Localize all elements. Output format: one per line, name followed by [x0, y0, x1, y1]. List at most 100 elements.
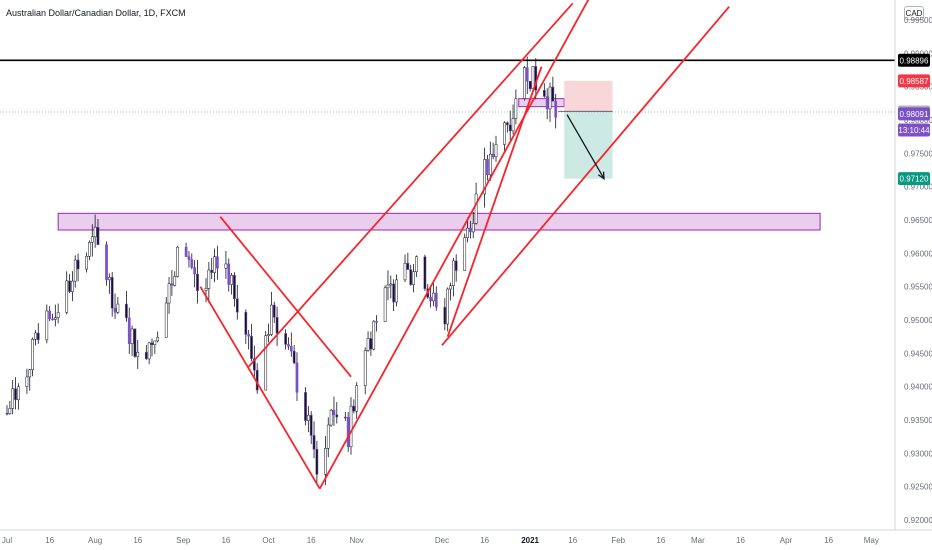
x-tick-label: 16	[736, 536, 745, 545]
candle	[25, 376, 29, 387]
trend-line[interactable]	[318, 0, 596, 490]
price-badge	[898, 172, 930, 186]
candle	[454, 260, 458, 271]
candle	[443, 306, 447, 325]
candle	[90, 236, 94, 243]
candle	[466, 227, 469, 238]
candle	[85, 256, 88, 270]
candle	[366, 338, 370, 351]
candle	[5, 413, 9, 415]
candle	[383, 287, 387, 322]
candle	[324, 448, 327, 475]
candle	[369, 338, 373, 350]
support-zone[interactable]	[57, 212, 821, 231]
candle	[34, 332, 37, 340]
candle	[474, 193, 478, 224]
candle	[355, 385, 359, 412]
candle	[363, 350, 367, 386]
candle	[523, 67, 526, 99]
x-tick-label: 2021	[521, 536, 539, 545]
x-tick-label: Oct	[262, 536, 275, 545]
candle	[326, 424, 330, 449]
candle	[346, 416, 350, 448]
candle	[267, 334, 270, 336]
candle	[73, 259, 77, 282]
candle	[11, 388, 15, 409]
candle	[227, 263, 231, 285]
y-tick-label: 0.92000	[904, 516, 932, 525]
trend-line[interactable]	[441, 6, 730, 346]
trend-line[interactable]	[219, 216, 352, 378]
x-tick-label: 16	[568, 536, 577, 545]
price-badge	[898, 123, 930, 137]
candle	[230, 274, 233, 285]
candle	[130, 328, 134, 344]
target-arrow[interactable]	[566, 114, 605, 179]
candle	[224, 263, 228, 269]
candle	[164, 302, 168, 338]
x-tick-label: Jul	[2, 536, 12, 545]
chart-title: Australian Dollar/Canadian Dollar, 1D, F…	[6, 8, 186, 18]
candle	[56, 312, 60, 318]
candle	[150, 342, 154, 346]
candle	[486, 159, 489, 176]
x-tick-label: Dec	[435, 536, 449, 545]
currency-badge[interactable]: CAD	[904, 6, 924, 20]
trend-line[interactable]	[446, 66, 543, 337]
candle	[531, 66, 535, 90]
candle	[51, 318, 54, 321]
candle	[252, 358, 256, 371]
price-badge	[898, 53, 930, 67]
candle	[488, 154, 492, 176]
candle	[511, 118, 515, 132]
candle	[514, 98, 518, 119]
price-badge	[898, 107, 930, 121]
candle	[105, 244, 108, 281]
stop-loss-zone[interactable]	[564, 80, 613, 112]
candle	[167, 283, 171, 304]
trend-line[interactable]	[247, 2, 574, 368]
candles-layer	[5, 56, 558, 486]
y-tick-label: 0.94500	[904, 349, 932, 358]
x-tick-label: 16	[45, 536, 54, 545]
candle	[14, 388, 17, 401]
candle	[434, 292, 438, 308]
candle	[116, 303, 120, 313]
candle	[315, 449, 319, 475]
candle	[329, 409, 333, 426]
x-tick-label: Sep	[176, 536, 191, 545]
candle	[471, 223, 475, 233]
candle	[503, 122, 506, 145]
candle	[110, 277, 114, 309]
candle	[284, 333, 287, 345]
candle	[506, 122, 509, 126]
candle	[332, 409, 336, 416]
x-tick-label: Nov	[350, 536, 364, 545]
candle	[170, 283, 174, 286]
y-tick-label: 0.94000	[904, 383, 932, 392]
candle	[275, 317, 279, 334]
x-tick-label: Mar	[691, 536, 705, 545]
candle	[144, 351, 148, 360]
trend-line[interactable]	[199, 286, 321, 490]
candle	[133, 328, 137, 357]
candle	[213, 256, 216, 273]
candle	[406, 262, 410, 270]
candle	[8, 408, 12, 414]
candle	[45, 310, 49, 341]
candle	[113, 307, 117, 313]
x-tick-label: Aug	[88, 536, 102, 545]
candle	[412, 271, 415, 285]
x-tick-label: 16	[824, 536, 833, 545]
candle	[173, 276, 177, 286]
candle	[372, 321, 376, 350]
price-badges-layer: 0.988960.985870.981200.9809113:10:440.97…	[898, 53, 930, 186]
candle	[554, 101, 558, 118]
candle	[28, 369, 32, 378]
y-tick-label: 0.93500	[904, 416, 932, 425]
entry-zone[interactable]	[518, 98, 565, 108]
candle	[88, 242, 91, 257]
candle	[68, 280, 71, 292]
